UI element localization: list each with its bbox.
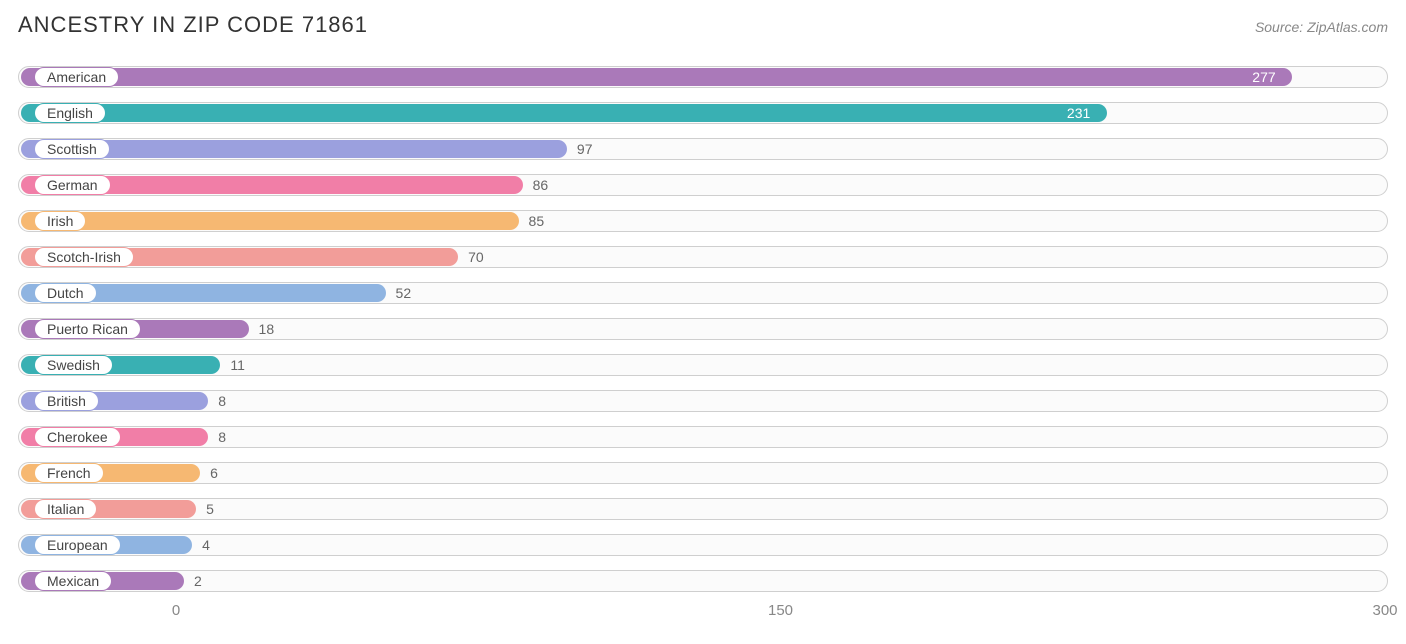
bar-value: 11	[230, 357, 245, 373]
bar-value: 5	[206, 501, 214, 517]
axis-tick: 0	[172, 602, 180, 619]
chart-title: ANCESTRY IN ZIP CODE 71861	[18, 12, 368, 38]
bar-value: 6	[210, 465, 218, 481]
bar-value: 97	[577, 141, 593, 157]
chart-header: ANCESTRY IN ZIP CODE 71861 Source: ZipAt…	[18, 12, 1388, 38]
axis-tick: 150	[768, 602, 793, 619]
category-pill: British	[34, 391, 99, 411]
category-pill: German	[34, 175, 111, 195]
bar-row: Mexican 2	[18, 566, 1388, 596]
bar-row: Puerto Rican 18	[18, 314, 1388, 344]
category-pill: Dutch	[34, 283, 97, 303]
axis-tick: 300	[1372, 602, 1397, 619]
bar-value: 277	[1252, 69, 1281, 85]
bar-row: Scottish 97	[18, 134, 1388, 164]
category-pill: English	[34, 103, 106, 123]
bar-track	[18, 570, 1388, 592]
bar-value: 85	[529, 213, 545, 229]
bar-row: Irish 85	[18, 206, 1388, 236]
bar-row: European 4	[18, 530, 1388, 560]
bar-value: 86	[533, 177, 549, 193]
bar-track	[18, 534, 1388, 556]
bar-value: 8	[218, 393, 226, 409]
ancestry-bar-chart: ANCESTRY IN ZIP CODE 71861 Source: ZipAt…	[0, 0, 1406, 644]
category-pill: European	[34, 535, 121, 555]
chart-rows: American277English231Scottish97German86I…	[18, 62, 1388, 596]
bar-row: Cherokee 8	[18, 422, 1388, 452]
bar-value: 52	[396, 285, 412, 301]
bar-track	[18, 498, 1388, 520]
bar-fill	[21, 68, 1292, 86]
bar-value: 2	[194, 573, 202, 589]
category-pill: Scottish	[34, 139, 110, 159]
bar-value: 70	[468, 249, 484, 265]
category-pill: Puerto Rican	[34, 319, 141, 339]
category-pill: Scotch-Irish	[34, 247, 134, 267]
category-pill: Swedish	[34, 355, 113, 375]
bar-value: 231	[1067, 105, 1096, 121]
bar-value: 4	[202, 537, 210, 553]
bar-track	[18, 462, 1388, 484]
bar-row: Scotch-Irish 70	[18, 242, 1388, 272]
category-pill: French	[34, 463, 104, 483]
category-pill: Irish	[34, 211, 86, 231]
category-pill: Cherokee	[34, 427, 121, 447]
bar-row: English 231	[18, 98, 1388, 128]
chart-source: Source: ZipAtlas.com	[1255, 19, 1388, 35]
bar-row: Italian 5	[18, 494, 1388, 524]
bar-fill	[21, 212, 519, 230]
bar-row: American 277	[18, 62, 1388, 92]
category-pill: Italian	[34, 499, 97, 519]
bar-row: Dutch 52	[18, 278, 1388, 308]
bar-value: 18	[259, 321, 275, 337]
bar-fill	[21, 104, 1107, 122]
bar-row: Swedish 11	[18, 350, 1388, 380]
x-axis: 0150300	[18, 602, 1388, 622]
bar-row: British 8	[18, 386, 1388, 416]
category-pill: Mexican	[34, 571, 112, 591]
bar-row: German 86	[18, 170, 1388, 200]
bar-row: French 6	[18, 458, 1388, 488]
category-pill: American	[34, 67, 119, 87]
bar-value: 8	[218, 429, 226, 445]
bar-track	[18, 354, 1388, 376]
